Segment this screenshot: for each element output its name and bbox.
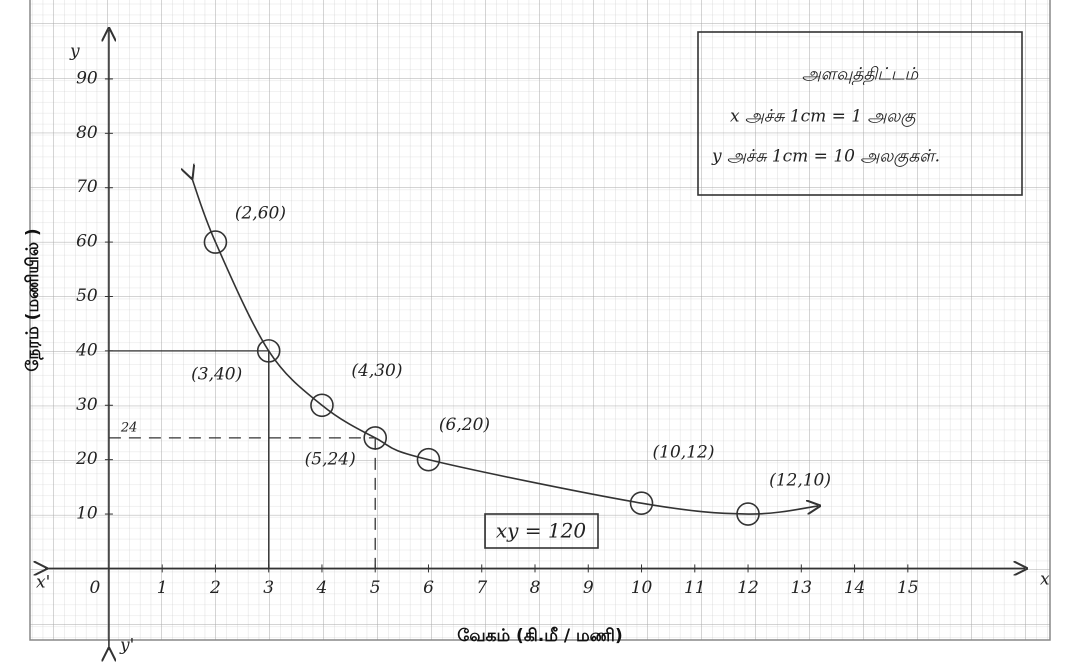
point-label: (6,20) — [439, 415, 490, 435]
x-tick-label: 5 — [370, 578, 381, 598]
x-tick-label: 6 — [423, 578, 434, 598]
point-label: (4,30) — [351, 361, 402, 381]
y-tick-label: 30 — [76, 395, 98, 415]
y-tick-label: 40 — [75, 340, 98, 360]
x-tick-label: 12 — [737, 578, 759, 598]
x-tick-label: 13 — [790, 578, 812, 598]
x-tick-label: 1 — [157, 578, 168, 598]
scale-title: அளவுத்திட்டம் — [802, 65, 920, 86]
y-tick-label: 20 — [75, 449, 98, 469]
x-tick-label: 11 — [684, 578, 706, 598]
x-axis-label: வேகம் (கி.மீ / மணி) — [457, 626, 622, 646]
x-tick-label: 9 — [583, 578, 594, 598]
guide-label: 24 — [120, 420, 138, 435]
x-tick-label: 8 — [530, 578, 541, 598]
point-label: (12,10) — [769, 471, 831, 491]
x-tick-label: 2 — [209, 578, 221, 598]
y-tick-label: 10 — [76, 504, 98, 524]
y-axis-name: y — [69, 42, 80, 62]
x-axis-neg-name: x' — [36, 573, 50, 593]
x-tick-label: 14 — [844, 578, 866, 598]
x-tick-label: 3 — [263, 578, 274, 598]
y-tick-label: 80 — [76, 123, 98, 143]
point-label: (5,24) — [305, 449, 356, 469]
y-tick-label: 90 — [76, 68, 98, 88]
point-label: (2,60) — [235, 204, 286, 224]
point-label: (3,40) — [191, 364, 242, 384]
scale-line: x அச்சு 1cm = 1 அலகு — [730, 107, 917, 128]
chart: அளவுத்திட்டம் x அச்சு 1cm = 1 அலகு y அச்… — [0, 0, 1065, 668]
x-tick-label: 15 — [897, 578, 919, 598]
y-tick-label: 70 — [76, 177, 98, 197]
y-tick-label: 50 — [76, 286, 98, 306]
scale-line: y அச்சு 1cm = 10 அலகுகள். — [711, 147, 940, 168]
x-axis-name: x — [1040, 570, 1050, 590]
graph-paper — [30, 0, 1050, 640]
x-tick-label: 0 — [89, 578, 100, 598]
point-label: (10,12) — [653, 443, 715, 463]
x-tick-label: 7 — [476, 578, 487, 598]
y-axis-neg-name: y' — [119, 636, 134, 656]
y-tick-label: 60 — [76, 232, 98, 252]
equation: xy = 120 — [496, 519, 587, 543]
y-axis-label: நேரம் (மணியில் ) — [23, 228, 43, 371]
x-tick-label: 10 — [631, 578, 653, 598]
x-tick-label: 4 — [316, 578, 328, 598]
